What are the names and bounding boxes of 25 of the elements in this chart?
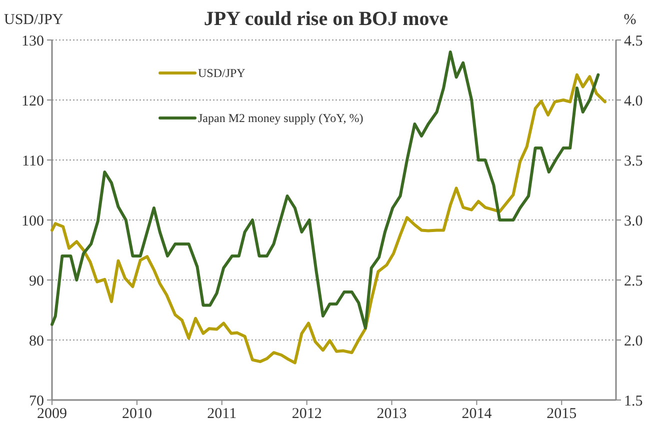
y2-tick-label: 1.5 [624,393,643,410]
chart-title: JPY could rise on BOJ move [204,8,448,30]
y-tick-label: 80 [29,333,44,350]
y-tick-label: 100 [22,213,44,230]
y2-tick-label: 2.0 [624,333,643,350]
y2-tick-label: 3.0 [624,213,643,230]
x-tick-label: 2010 [122,406,152,422]
legend-label: USD/JPY [198,66,246,80]
y2-tick-label: 4.5 [624,33,643,50]
y-axis-title: USD/JPY [4,12,64,28]
line-series [50,50,600,330]
y-tick-label: 120 [22,93,44,110]
y-tick-label: 90 [29,273,44,290]
x-tick-label: 2011 [207,406,237,422]
y2-tick-label: 4.0 [624,93,643,110]
x-tick-label: 2012 [292,406,322,422]
x-tick-label: 2013 [376,406,407,422]
y2-axis-title: % [624,12,636,28]
y2-tick-label: 2.5 [624,273,643,290]
y-tick-label: 110 [22,153,44,170]
x-tick-label: 2014 [462,406,492,422]
y2-tick-label: 3.5 [624,153,643,170]
x-tick-label: 2015 [546,406,577,422]
y-tick-label: 130 [22,33,44,50]
legend-label: Japan M2 money supply (YoY, %) [198,111,364,126]
